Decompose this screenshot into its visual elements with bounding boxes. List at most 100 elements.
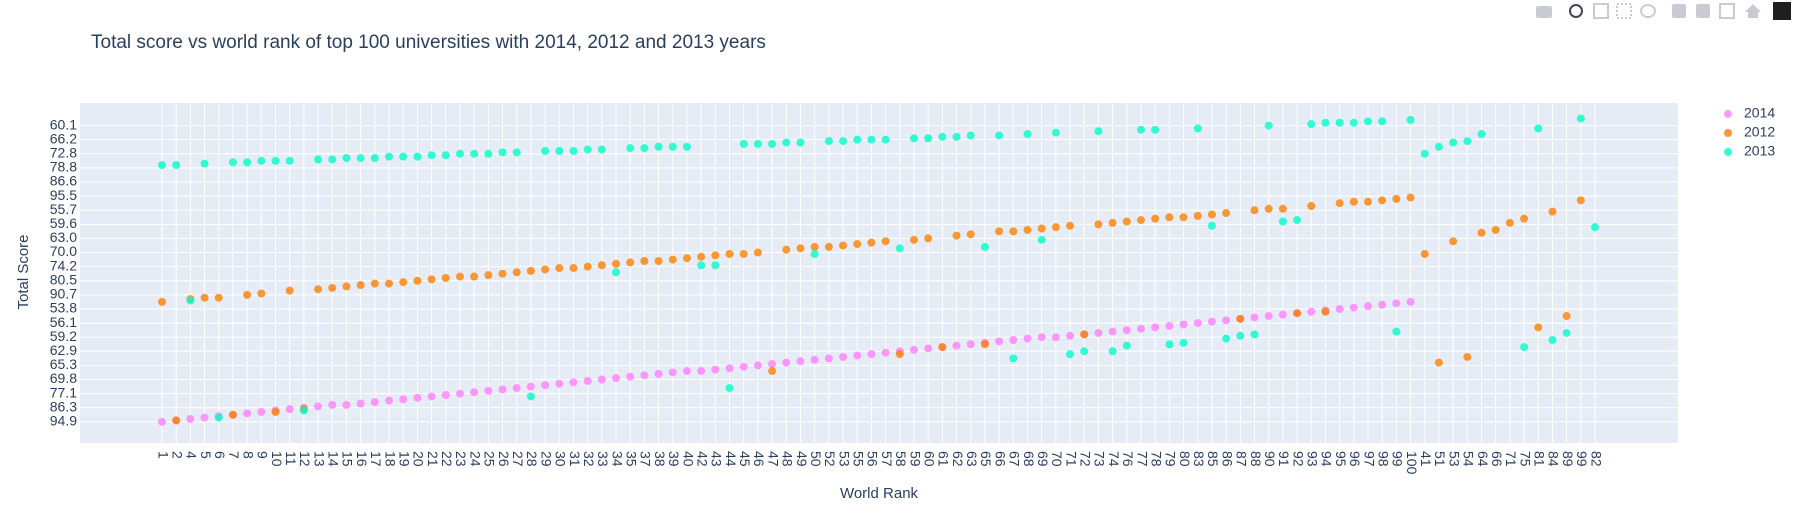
y-tick-label: 95.5 [50, 187, 77, 203]
marker [427, 151, 436, 160]
lasso-icon[interactable] [1640, 4, 1656, 18]
zoom-icon[interactable] [1569, 4, 1583, 18]
x-tick-label: 20 [411, 451, 427, 467]
marker [1264, 312, 1273, 321]
zoom-in-icon[interactable] [1672, 4, 1686, 18]
marker [1066, 350, 1075, 359]
y-axis-title: Total Score [15, 234, 32, 309]
x-tick-label: 95 [1333, 451, 1349, 467]
reset-icon[interactable] [1745, 4, 1761, 18]
y-tick-label: 59.2 [50, 328, 77, 344]
marker [895, 350, 904, 359]
marker [470, 272, 479, 281]
marker [228, 158, 237, 167]
y-tick-label: 78.8 [50, 159, 77, 175]
marker [725, 383, 734, 392]
legend-marker [1724, 148, 1732, 156]
legend-label: 2012 [1744, 124, 1775, 140]
x-tick-label: 8 [240, 451, 256, 459]
x-tick-label: 6 [212, 451, 228, 459]
x-tick-label: 80 [1177, 451, 1193, 467]
marker [484, 386, 493, 395]
marker [1406, 297, 1415, 306]
autoscale-icon[interactable] [1719, 3, 1735, 19]
marker [413, 152, 422, 161]
legend-label: 2014 [1744, 105, 1775, 121]
marker [995, 337, 1004, 346]
x-tick-label: 22 [439, 451, 455, 467]
marker [257, 407, 266, 416]
marker [1108, 218, 1117, 227]
x-tick-label: 99 [1574, 451, 1590, 467]
x-tick-label: 19 [396, 451, 412, 467]
marker [1023, 334, 1032, 343]
marker [1463, 137, 1472, 146]
x-tick-label: 60 [921, 451, 937, 467]
x-tick-label: 57 [879, 451, 895, 467]
marker [1250, 206, 1259, 215]
marker [980, 340, 989, 349]
marker [555, 379, 564, 388]
x-tick-label: 44 [723, 451, 739, 467]
marker [1293, 216, 1302, 225]
marker [1136, 216, 1145, 225]
marker [867, 350, 876, 359]
select-icon[interactable] [1616, 3, 1632, 19]
plotly-logo[interactable] [1773, 2, 1791, 20]
marker [455, 272, 464, 281]
marker [909, 345, 918, 354]
marker [654, 369, 663, 378]
marker [200, 413, 209, 422]
x-tick-label: 52 [822, 451, 838, 467]
marker [1335, 118, 1344, 127]
marker [1136, 324, 1145, 333]
marker [1406, 193, 1415, 202]
x-tick-label: 37 [638, 451, 654, 467]
marker [285, 405, 294, 414]
marker [1349, 197, 1358, 206]
marker [668, 142, 677, 151]
marker [385, 279, 394, 288]
x-tick-label: 16 [354, 451, 370, 467]
pan-icon[interactable] [1593, 3, 1609, 19]
x-tick-label: 48 [780, 451, 796, 467]
marker [1037, 224, 1046, 233]
marker [881, 348, 890, 357]
y-tick-label: 90.7 [50, 286, 77, 302]
x-tick-label: 63 [964, 451, 980, 467]
marker [271, 156, 280, 165]
marker [1009, 227, 1018, 236]
x-tick-label: 53 [836, 451, 852, 467]
marker [1108, 327, 1117, 336]
marker [1151, 125, 1160, 134]
marker [1434, 358, 1443, 367]
camera-icon[interactable] [1536, 6, 1552, 18]
marker [924, 234, 933, 243]
y-tick-label: 56.1 [50, 314, 77, 330]
x-tick-label: 13 [311, 451, 327, 467]
y-tick-label: 86.6 [50, 173, 77, 189]
marker [881, 237, 890, 246]
marker [810, 355, 819, 364]
marker [938, 132, 947, 141]
marker [1591, 223, 1599, 232]
x-tick-label: 32 [581, 451, 597, 467]
marker [782, 358, 791, 367]
marker [484, 149, 493, 158]
y-tick-label: 53.8 [50, 300, 77, 316]
marker [1037, 235, 1046, 244]
x-tick-label: 85 [1205, 451, 1221, 467]
marker [1307, 120, 1316, 129]
marker [1051, 128, 1060, 137]
zoom-out-icon[interactable] [1696, 4, 1710, 18]
marker [1548, 336, 1557, 345]
marker [909, 235, 918, 244]
x-tick-label: 34 [609, 451, 625, 467]
x-tick-label: 100 [1404, 451, 1420, 475]
marker [626, 372, 635, 381]
marker [1335, 199, 1344, 208]
marker [484, 271, 493, 280]
x-tick-label: 27 [510, 451, 526, 467]
x-tick-label: 10 [269, 451, 285, 467]
marker [583, 145, 592, 154]
